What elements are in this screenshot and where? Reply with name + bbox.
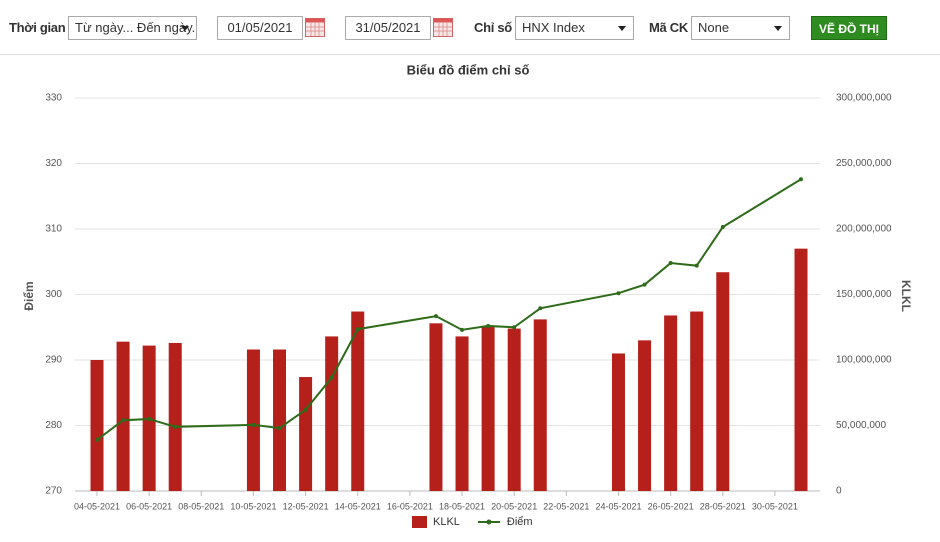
point xyxy=(642,282,647,287)
point xyxy=(303,407,308,412)
label: Thời gian xyxy=(9,20,66,35)
bar xyxy=(116,341,130,491)
y-axis-title: Điểm xyxy=(22,281,36,310)
x-tick-label: 22-05-2021 xyxy=(543,501,589,511)
bar xyxy=(664,315,678,491)
bar xyxy=(325,336,339,491)
y2-tick-label: 100,000,000 xyxy=(836,355,892,366)
y2-tick-label: 0 xyxy=(836,486,842,497)
point xyxy=(720,225,725,230)
label: Mã CK xyxy=(649,20,688,35)
y2-tick-label: 150,000,000 xyxy=(836,289,892,300)
x-tick-label: 08-05-2021 xyxy=(178,501,224,511)
index-select[interactable]: HNX Index xyxy=(515,16,634,40)
legend-label: KLKL xyxy=(433,516,460,528)
point xyxy=(694,263,699,268)
y2-tick-label: 250,000,000 xyxy=(836,158,892,169)
calendar-icon[interactable] xyxy=(305,18,325,37)
point xyxy=(486,323,491,328)
bar xyxy=(273,349,287,491)
bar xyxy=(299,377,313,491)
toolbar: Thời gian Từ ngày... Đến ngày... 01/05/2… xyxy=(0,0,940,55)
legend-swatch xyxy=(486,519,492,525)
y2-tick-label: 50,000,000 xyxy=(836,420,886,431)
point xyxy=(329,375,334,380)
bar xyxy=(716,272,730,491)
x-tick-label: 04-05-2021 xyxy=(74,501,120,511)
from-date[interactable]: 01/05/2021 xyxy=(217,16,303,40)
y2-tick-label: 200,000,000 xyxy=(836,224,892,235)
y-tick-label: 320 xyxy=(45,158,62,169)
bar xyxy=(794,248,808,491)
y-tick-label: 280 xyxy=(45,420,62,431)
bar xyxy=(507,328,521,491)
bar xyxy=(533,319,547,491)
y-tick-label: 270 xyxy=(45,486,62,497)
point xyxy=(173,424,178,429)
x-tick-label: 28-05-2021 xyxy=(700,501,746,511)
point xyxy=(668,261,673,266)
x-tick-label: 18-05-2021 xyxy=(439,501,485,511)
chart: Biểu đồ điểm chỉ số Điểm KLKL 270 280 290 3… xyxy=(22,62,913,528)
bar xyxy=(246,349,260,491)
y-tick-label: 330 xyxy=(45,93,62,104)
y-tick-label: 300 xyxy=(45,289,62,300)
calendar-icon[interactable] xyxy=(433,18,453,37)
bar xyxy=(90,360,104,491)
y2-tick-label: 300,000,000 xyxy=(836,93,892,104)
to-date[interactable]: 31/05/2021 xyxy=(345,16,431,40)
y2-axis-title: KLKL xyxy=(899,280,913,312)
x-tick-label: 12-05-2021 xyxy=(283,501,329,511)
x-tick-label: 26-05-2021 xyxy=(648,501,694,511)
label: Chỉ số xyxy=(474,20,512,35)
point xyxy=(147,416,152,421)
point xyxy=(251,422,256,427)
x-tick-label: 06-05-2021 xyxy=(126,501,172,511)
point xyxy=(512,325,517,330)
legend-label: Điểm xyxy=(507,516,533,528)
x-tick-label: 24-05-2021 xyxy=(595,501,641,511)
point xyxy=(121,418,126,423)
chart-title: Biểu đồ điểm chỉ số xyxy=(407,62,530,77)
bar xyxy=(638,340,652,491)
point xyxy=(799,177,803,182)
bar xyxy=(690,311,704,491)
line xyxy=(96,178,802,441)
bar xyxy=(455,336,469,491)
point xyxy=(95,437,99,442)
x-tick-label: 30-05-2021 xyxy=(752,501,798,511)
time-select[interactable]: Từ ngày... Đến ngày... xyxy=(68,16,197,40)
x-tick-label: 14-05-2021 xyxy=(335,501,381,511)
bar xyxy=(429,323,443,491)
bar xyxy=(481,325,495,491)
point xyxy=(538,306,543,311)
bar xyxy=(351,311,365,491)
x-tick-label: 16-05-2021 xyxy=(387,501,433,511)
point xyxy=(277,426,282,431)
y-tick-label: 310 xyxy=(45,224,62,235)
point xyxy=(616,291,621,296)
draw-button[interactable]: VẼ ĐỒ THỊ xyxy=(811,16,887,40)
y-tick-label: 290 xyxy=(45,355,62,366)
bar xyxy=(611,353,625,491)
point xyxy=(355,327,360,332)
bar xyxy=(168,342,182,491)
point xyxy=(433,314,438,319)
x-tick-label: 10-05-2021 xyxy=(230,501,276,511)
x-tick-label: 20-05-2021 xyxy=(491,501,537,511)
legend-swatch xyxy=(412,516,427,528)
point xyxy=(460,327,465,332)
code-select[interactable]: None xyxy=(691,16,790,40)
